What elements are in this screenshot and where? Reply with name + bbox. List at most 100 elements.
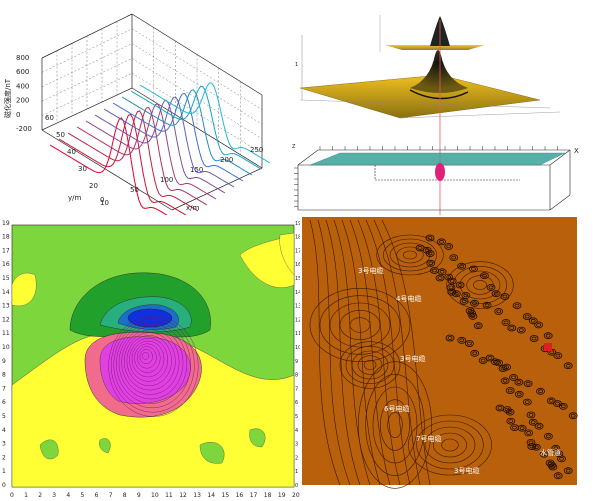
profile-curve xyxy=(85,103,217,200)
contour-y-tick: 17 xyxy=(2,247,10,254)
contour-y-tick-right: 0 xyxy=(295,483,298,489)
contour-y-tick: 3 xyxy=(2,441,6,448)
contour-x-tick: 1 xyxy=(24,492,28,499)
contour-y-tick: 14 xyxy=(2,289,10,296)
contour-y-tick-right: 19 xyxy=(295,221,300,227)
contour-y-tick: 4 xyxy=(2,427,6,434)
contour-x-tick: 2 xyxy=(38,492,42,499)
contour-y-tick: 8 xyxy=(2,372,6,379)
contour-y-tick: 18 xyxy=(2,234,10,241)
contour-y-tick-right: 14 xyxy=(295,290,300,296)
contour-x-tick: 8 xyxy=(123,492,127,499)
contour-x-tick: 3 xyxy=(52,492,56,499)
contour-y-tick-right: 11 xyxy=(295,331,300,337)
y-axis-label: y/m xyxy=(68,194,82,202)
red-marker xyxy=(544,343,552,351)
contour-x-tick: 4 xyxy=(66,492,70,499)
y-tick-label: 20 xyxy=(89,182,98,190)
geo-feature-label: 3号电缆 xyxy=(400,354,425,363)
profile-curve xyxy=(67,110,199,212)
contour-y-tick: 13 xyxy=(2,303,10,310)
contour-y-tick-right: 1 xyxy=(295,469,298,475)
z-tick-label: 400 xyxy=(16,82,29,90)
contour-y-tick: 10 xyxy=(2,344,10,351)
contour-y-tick-right: 6 xyxy=(295,400,298,406)
contour-x-tick: 10 xyxy=(151,492,159,499)
contour-y-tick-right: 17 xyxy=(295,248,300,254)
surface-tick-label: 1 xyxy=(295,62,298,68)
geo-feature-label: 3号电缆 xyxy=(358,266,383,275)
contour-y-tick-right: 13 xyxy=(295,304,300,310)
profile-curve xyxy=(94,99,226,194)
profile-curve xyxy=(58,113,187,215)
y-tick-label: 60 xyxy=(45,114,54,122)
contour-x-tick: 11 xyxy=(165,492,173,499)
contour-y-tick: 9 xyxy=(2,358,6,365)
z-tick-label: 600 xyxy=(16,68,29,76)
contour-x-tick: 14 xyxy=(207,492,215,499)
contour-y-tick: 1 xyxy=(2,468,6,475)
x-tick-label: 50 xyxy=(130,186,139,194)
x-axis-label: x/m xyxy=(186,204,200,212)
contour-x-tick: 17 xyxy=(250,492,258,499)
contour-y-tick-right: 9 xyxy=(295,359,298,365)
surface-3d-plot: 1 X Z xyxy=(292,15,579,215)
contour-x-tick: 9 xyxy=(137,492,141,499)
geo-feature-label: 4号电缆 xyxy=(396,294,421,303)
contour-y-tick-right: 16 xyxy=(295,262,300,268)
contour-y-tick: 16 xyxy=(2,261,10,268)
contour-y-tick-right: 5 xyxy=(295,414,298,420)
contour-y-tick-right: 4 xyxy=(295,428,298,434)
contour-x-tick: 15 xyxy=(222,492,230,499)
y-tick-label: 10 xyxy=(100,199,109,207)
profiles-3d-panel: 800 600 400 200 0 -200 0 50 100 150 200 250 10 20 30… xyxy=(0,0,290,215)
contour-y-tick-right: 8 xyxy=(295,373,298,379)
contour-y-tick: 5 xyxy=(2,413,6,420)
z-axis-label: 磁化强度/nT xyxy=(3,78,12,118)
contour-x-tick: 12 xyxy=(179,492,187,499)
box-axis-z: Z xyxy=(292,144,296,150)
contour-y-tick: 11 xyxy=(2,330,10,337)
contour-y-tick: 0 xyxy=(2,482,6,489)
contour-x-tick: 6 xyxy=(95,492,99,499)
y-tick-label: 40 xyxy=(67,148,76,156)
geo-map-background xyxy=(302,217,577,485)
contour-y-tick-right: 7 xyxy=(295,386,298,392)
z-tick-label: 800 xyxy=(16,54,29,62)
profile-curve xyxy=(112,92,244,182)
x-tick-label: 100 xyxy=(160,176,173,184)
surface-3d-panel: 1 X Z xyxy=(290,0,600,215)
contour-y-tick: 2 xyxy=(2,454,6,461)
contour-y-tick-right: 12 xyxy=(295,317,300,323)
contour-y-tick-right: 18 xyxy=(295,235,300,241)
contour-y-tick: 15 xyxy=(2,275,10,282)
geo-contour-panel: 3号电缆 4号电缆 3号电缆 6号电缆 7号电缆 3号电缆 水管道 xyxy=(300,215,600,501)
contour-y-tick: 6 xyxy=(2,399,6,406)
profiles-3d-plot: 800 600 400 200 0 -200 0 50 100 150 200 250 10 20 30… xyxy=(3,13,271,215)
box-axis-x: X xyxy=(574,147,579,155)
contour-map: 0 1 2 3 4 5 6 7 8 9 10 11 12 13 14 15 16 17 18 19 20 0123456… xyxy=(0,215,300,501)
x-tick-label: 150 xyxy=(190,166,203,174)
geo-feature-label: 7号电缆 xyxy=(416,434,441,443)
profile-curve xyxy=(130,85,262,170)
profile-curve xyxy=(121,89,253,176)
contour-x-tick: 19 xyxy=(278,492,286,499)
contour-x-tick: 16 xyxy=(236,492,244,499)
contour-x-tick: 0 xyxy=(10,492,14,499)
contour-x-tick: 7 xyxy=(109,492,113,499)
contour-x-tick: 18 xyxy=(264,492,272,499)
contour-y-tick: 7 xyxy=(2,385,6,392)
x-tick-label: 250 xyxy=(250,146,263,154)
contour-x-tick: 20 xyxy=(292,492,300,499)
contour-y-tick-right: 15 xyxy=(295,276,300,282)
contour-y-tick-right: 2 xyxy=(295,455,298,461)
profile-curve xyxy=(139,82,271,164)
profile-curve xyxy=(103,96,235,188)
z-tick-label: -200 xyxy=(16,125,32,133)
y-tick-label: 50 xyxy=(56,131,65,139)
geo-feature-label: 3号电缆 xyxy=(454,466,479,475)
geo-feature-label: 6号电缆 xyxy=(384,404,409,413)
contour-x-tick: 13 xyxy=(193,492,201,499)
